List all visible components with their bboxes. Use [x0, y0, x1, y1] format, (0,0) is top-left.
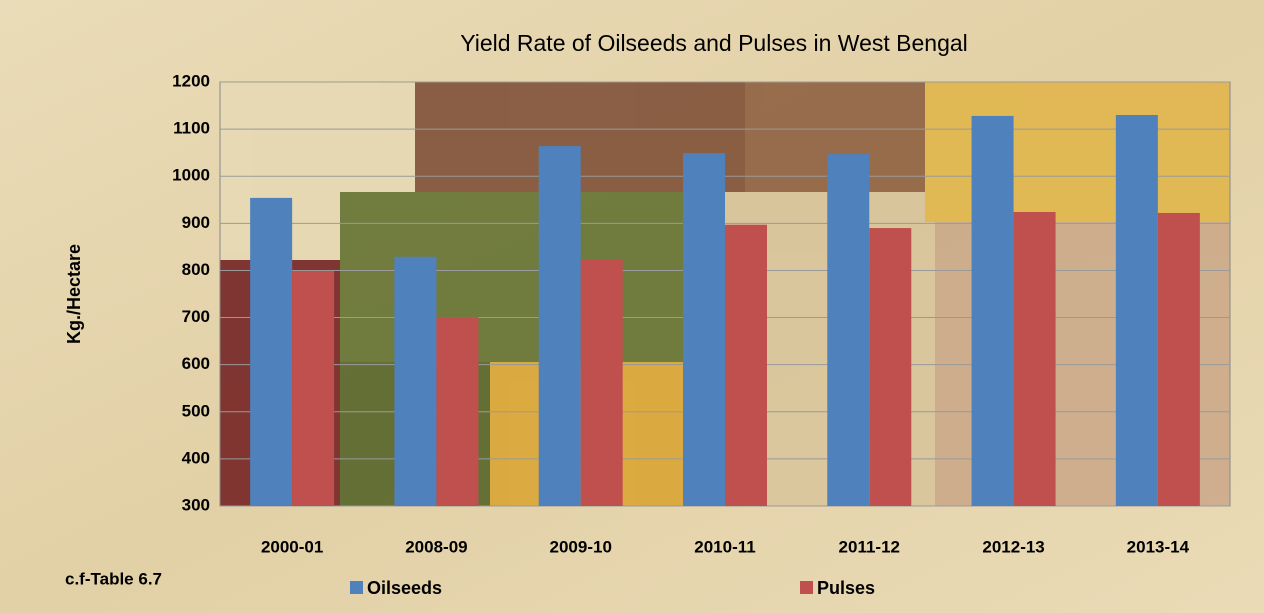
- bar: [869, 228, 912, 507]
- y-tick-label: 300: [182, 495, 210, 514]
- y-tick-label: 900: [182, 213, 210, 232]
- y-tick-label: 600: [182, 354, 210, 373]
- bar: [827, 154, 870, 506]
- y-tick-label: 1200: [172, 71, 210, 90]
- x-tick-label: 2000-01: [261, 537, 323, 556]
- bar: [725, 224, 767, 506]
- bar: [1157, 212, 1200, 507]
- y-tick-label: 400: [182, 448, 210, 467]
- bar: [394, 256, 437, 506]
- x-tick-label: 2013-14: [1127, 537, 1190, 556]
- x-tick-label: 2008-09: [405, 537, 467, 556]
- bar: [1013, 212, 1056, 506]
- y-tick-label: 1000: [172, 166, 210, 185]
- bar: [292, 270, 335, 506]
- x-tick-label: 2012-13: [982, 537, 1044, 556]
- x-tick-label: 2010-11: [694, 537, 755, 556]
- y-tick-label: 700: [182, 307, 210, 326]
- chart-title: Yield Rate of Oilseeds and Pulses in Wes…: [460, 30, 968, 56]
- bar: [538, 146, 581, 506]
- y-tick-label: 1100: [173, 119, 210, 138]
- legend-swatch: [350, 581, 363, 594]
- bar: [250, 197, 293, 507]
- legend-label: Pulses: [817, 578, 875, 598]
- bar: [580, 259, 623, 506]
- x-tick-label: 2009-10: [550, 537, 612, 556]
- x-tick-label: 2011-12: [839, 537, 900, 556]
- note: c.f-Table 6.7: [65, 569, 162, 588]
- bar: [436, 317, 479, 506]
- bar: [1115, 114, 1158, 506]
- legend-swatch: [800, 581, 813, 594]
- y-tick-label: 500: [182, 401, 210, 420]
- bar: [683, 153, 725, 507]
- bar: [971, 115, 1014, 507]
- legend-label: Oilseeds: [367, 578, 442, 598]
- y-axis-label: Kg./Hectare: [64, 244, 84, 344]
- y-tick-label: 800: [182, 260, 210, 279]
